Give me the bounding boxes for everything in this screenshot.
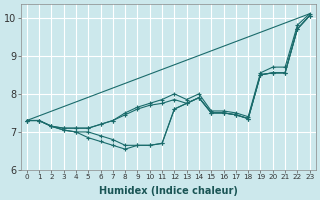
X-axis label: Humidex (Indice chaleur): Humidex (Indice chaleur)	[99, 186, 238, 196]
